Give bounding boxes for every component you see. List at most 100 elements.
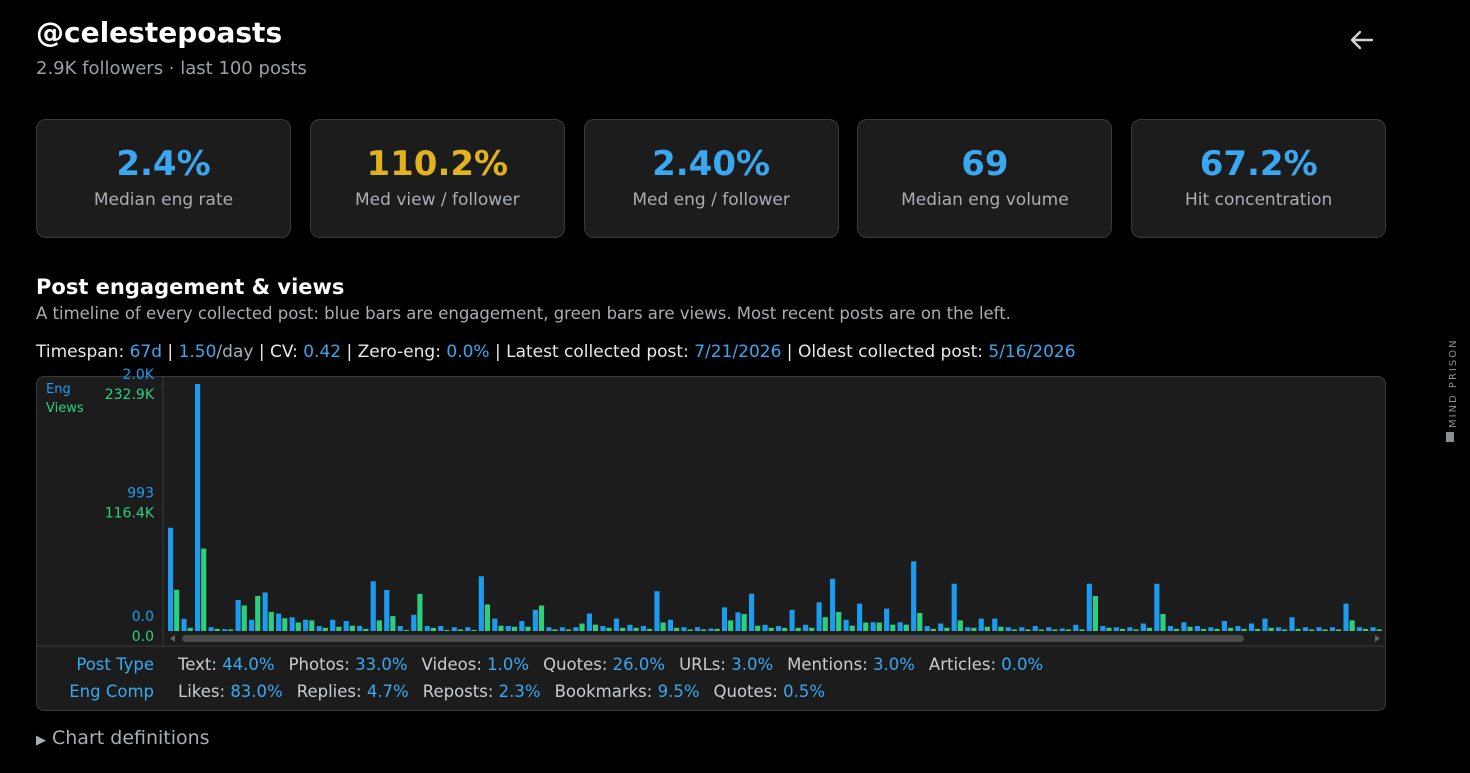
bar <box>478 576 484 631</box>
meta-value: 5/16/2026 <box>988 342 1076 362</box>
y-axis-label: Eng <box>46 382 71 397</box>
row-label: Eng Comp <box>69 682 154 701</box>
scroll-left <box>170 635 175 642</box>
section-title: Post engagement & views <box>36 275 345 299</box>
meta-value: 1.50 <box>178 342 217 362</box>
bar <box>1248 623 1255 631</box>
bar <box>992 618 998 631</box>
bar <box>701 629 707 631</box>
bar <box>538 605 545 631</box>
bar <box>830 578 836 631</box>
bar <box>620 627 626 631</box>
handle: @celestepoasts <box>36 16 283 49</box>
breakdown-item: Replies: 4.7% <box>297 682 409 701</box>
bar <box>546 627 552 631</box>
bar <box>1208 627 1214 631</box>
bar <box>1065 629 1072 631</box>
stat-label: Hit concentration <box>1185 190 1333 210</box>
bar <box>789 609 795 631</box>
meta-value: 0.42 <box>303 342 342 362</box>
bar <box>1046 627 1052 631</box>
bar <box>857 603 863 631</box>
bar <box>762 624 768 631</box>
bar <box>951 583 957 631</box>
bar <box>1019 627 1025 631</box>
meta-value: 7/21/2026 <box>694 342 782 362</box>
bar <box>390 616 396 631</box>
bar <box>647 628 653 631</box>
scrollbar-thumb <box>182 635 1244 642</box>
item-label: Quotes: <box>543 655 608 674</box>
stat-value: 110.2% <box>366 144 509 184</box>
brand: MIND PRISON <box>1446 338 1459 442</box>
bar <box>998 626 1004 631</box>
tick-label: 2.0K <box>123 367 155 383</box>
bar <box>816 602 822 631</box>
bar <box>1221 621 1228 631</box>
bar <box>276 613 282 631</box>
tick-label: 0.0 <box>132 629 154 645</box>
separator: | <box>162 342 179 362</box>
bar <box>1079 629 1085 631</box>
meta-value: 67d <box>129 342 163 362</box>
bar <box>465 627 471 631</box>
bar <box>965 627 971 631</box>
bar <box>1073 624 1079 631</box>
bar <box>911 561 917 631</box>
bar <box>330 619 336 631</box>
bar <box>1336 629 1342 631</box>
bar <box>1032 626 1038 631</box>
bar <box>370 581 376 631</box>
breakdown-item: Text: 44.0% <box>178 655 275 674</box>
bar <box>944 627 950 631</box>
bar <box>565 629 572 631</box>
bar <box>1370 627 1376 631</box>
bar <box>201 548 207 631</box>
bar <box>1302 627 1309 631</box>
breakdown-item: URLs: 3.0% <box>679 655 773 674</box>
bar <box>1113 627 1119 631</box>
bar <box>809 627 815 631</box>
subtitle: 2.9K followers · last 100 posts <box>36 58 307 79</box>
bar <box>343 621 349 631</box>
back-button[interactable] <box>1348 28 1376 52</box>
bar <box>843 619 849 631</box>
bar <box>735 612 741 631</box>
bar <box>1329 627 1336 631</box>
bar <box>262 592 268 631</box>
bar <box>492 618 498 631</box>
bar <box>336 626 342 631</box>
bar <box>444 629 450 631</box>
bar <box>687 629 693 631</box>
bar <box>1025 629 1031 631</box>
chart-definitions-toggle[interactable]: ▶ Chart definitions <box>36 727 210 749</box>
bar <box>633 627 639 631</box>
bar <box>822 617 828 631</box>
bar <box>1356 627 1363 631</box>
item-value: 9.5% <box>657 682 700 701</box>
bar <box>303 619 309 631</box>
bar <box>1187 626 1193 631</box>
bar <box>1154 583 1160 631</box>
item-label: Replies: <box>296 682 362 701</box>
bar <box>627 624 633 631</box>
item-label: Mentions: <box>787 655 868 674</box>
bar <box>1268 627 1274 631</box>
item-label: URLs: <box>679 655 726 674</box>
bar <box>1106 627 1112 631</box>
bar <box>654 591 660 631</box>
bar <box>897 622 903 631</box>
bar <box>613 618 620 631</box>
bar <box>930 628 936 631</box>
bar <box>1309 629 1315 631</box>
bar <box>384 589 390 631</box>
breakdown-row: Eng Comp Likes: 83.0% Replies: 4.7% Reposts… <box>36 682 1384 701</box>
item-value: 2.3% <box>498 682 541 701</box>
bar <box>438 626 444 631</box>
bar <box>1140 623 1146 631</box>
bar <box>1241 628 1247 631</box>
bar <box>592 624 599 631</box>
bar <box>978 618 984 631</box>
